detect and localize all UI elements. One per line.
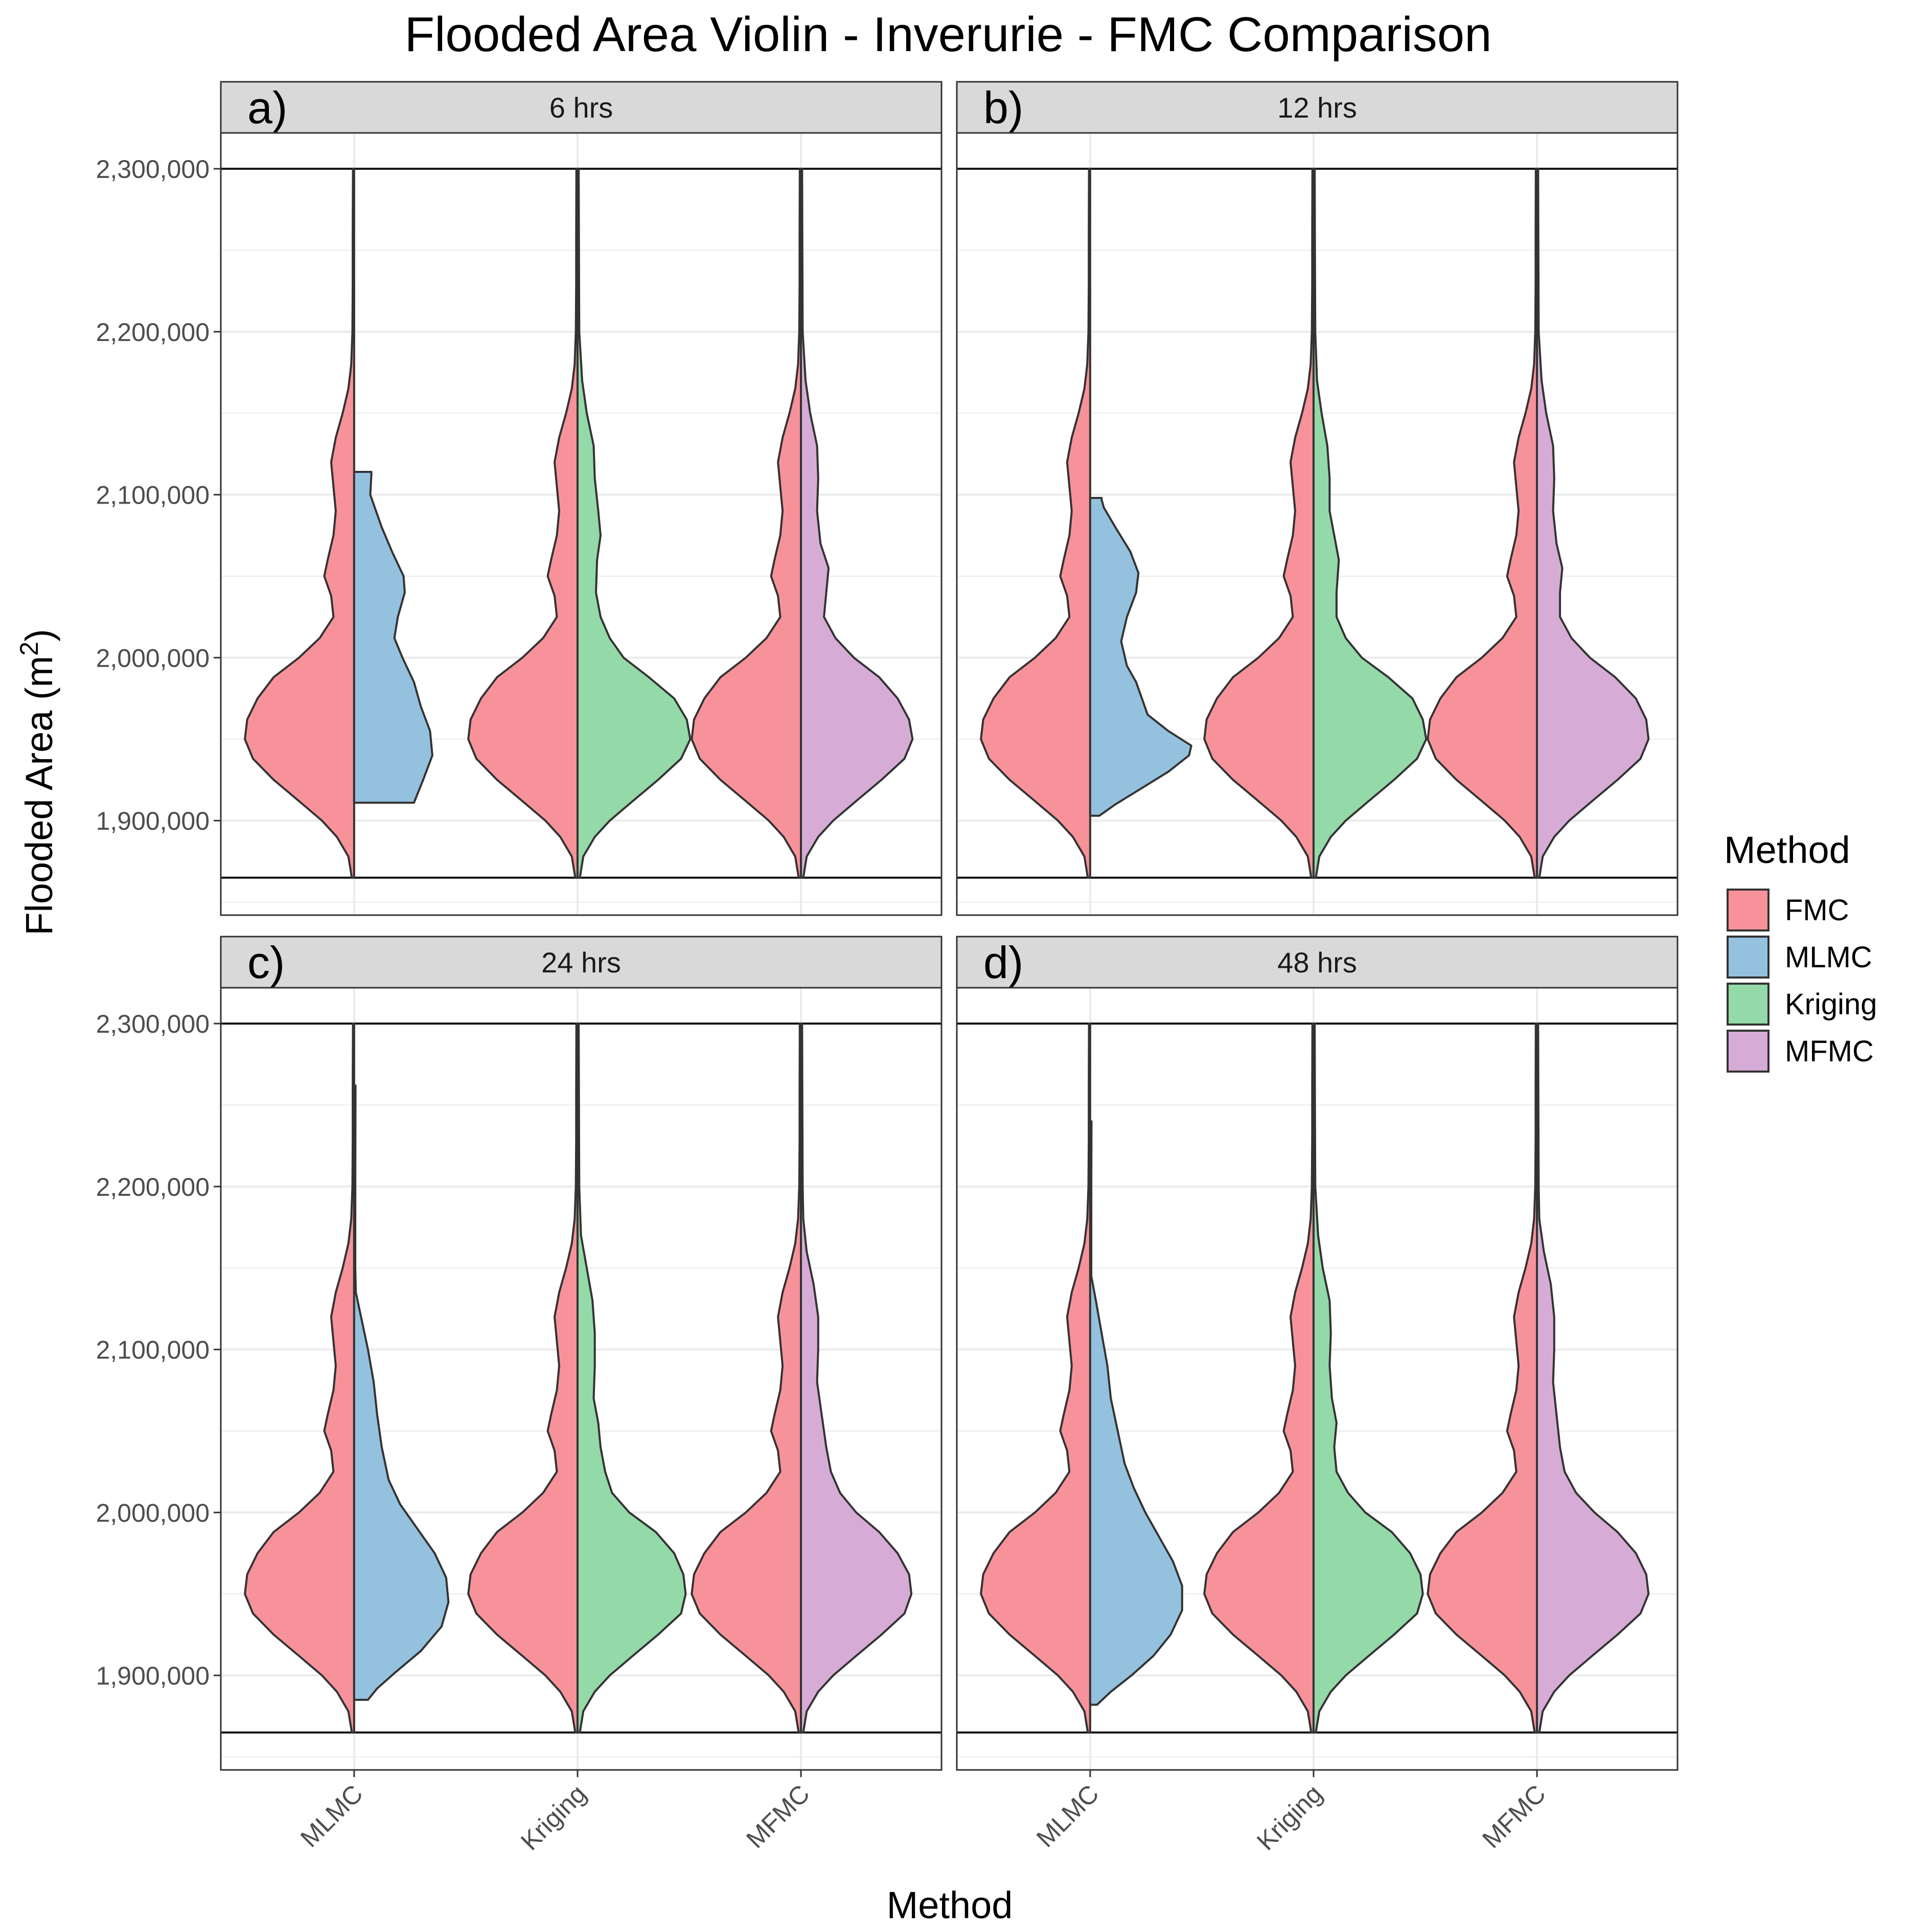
panel-border <box>956 132 1679 916</box>
violin-mlmc-half <box>353 1084 450 1701</box>
facet-panel-2: 12 hrs b) <box>956 81 1679 916</box>
violin-mfmc-half <box>1536 168 1650 879</box>
panel-border <box>220 987 943 1771</box>
strip-background <box>956 936 1679 989</box>
y-tick-label: 2,100,000 <box>96 1336 210 1365</box>
violin-fmc-half <box>691 1022 802 1734</box>
violin-kriging-half <box>1312 168 1428 879</box>
y-tick-label: 2,000,000 <box>96 644 210 672</box>
legend-swatch-mlmc <box>1727 936 1770 979</box>
facet-panels: 6 hrs a) 1,900,000 2,000,000 2,100,000 2,200,… <box>96 81 1679 1856</box>
legend-swatch-fmc <box>1727 889 1770 931</box>
panel-border <box>220 132 943 916</box>
y-tick-label: 2,100,000 <box>96 481 210 510</box>
legend: Method FMC MLMC Kriging MFMC <box>1724 829 1877 1073</box>
legend-label-mfmc: MFMC <box>1785 1035 1874 1068</box>
strip-background <box>956 81 1679 134</box>
strip-label: 6 hrs <box>549 92 613 124</box>
violin-fmc-half <box>467 1022 579 1734</box>
panel-border <box>956 987 1679 1771</box>
y-axis-title: Flooded Area (m2) <box>15 629 60 936</box>
legend-swatch-mfmc <box>1727 1030 1770 1073</box>
violin-kriging-half <box>576 1022 687 1734</box>
y-tick-label: 1,900,000 <box>96 1662 210 1690</box>
violin-mlmc-half <box>1089 497 1192 817</box>
y-tick-label: 2,000,000 <box>96 1498 210 1527</box>
violin-fmc-half <box>1427 168 1538 879</box>
violin-fmc-half <box>980 1022 1091 1734</box>
y-tick-label: 1,900,000 <box>96 807 210 835</box>
legend-label-kriging: Kriging <box>1785 988 1877 1021</box>
violin-mlmc-half <box>353 471 433 804</box>
panel-letter: d) <box>983 937 1023 988</box>
panel-letter: c) <box>247 937 285 988</box>
violin-fmc-half <box>1427 1022 1538 1734</box>
violin-mfmc-half <box>800 1022 913 1734</box>
violin-mlmc-half <box>1089 1120 1183 1706</box>
violin-mfmc-half <box>1536 1022 1650 1734</box>
strip-label: 48 hrs <box>1277 946 1357 979</box>
panel-letter: b) <box>983 82 1023 133</box>
violin-fmc-half <box>980 168 1091 879</box>
strip-label: 12 hrs <box>1277 92 1357 124</box>
legend-swatch-kriging <box>1727 983 1770 1026</box>
facet-panel-1: 6 hrs a) 1,900,000 2,000,000 2,100,000 2,200,… <box>96 81 943 916</box>
violin-fmc-half <box>691 168 802 879</box>
strip-background <box>220 81 943 134</box>
violin-fmc-half <box>1203 1022 1315 1734</box>
violin-fmc-half <box>467 168 579 879</box>
violin-fmc-half <box>1203 168 1315 879</box>
legend-label-mlmc: MLMC <box>1785 941 1872 974</box>
violin-kriging-half <box>576 168 692 879</box>
x-axis-title: Method <box>887 1884 1013 1926</box>
strip-background <box>220 936 943 989</box>
panel-letter: a) <box>247 82 287 133</box>
y-tick-label: 2,300,000 <box>96 155 210 184</box>
chart-title: Flooded Area Violin - Inverurie - FMC Co… <box>404 7 1491 62</box>
legend-label-fmc: FMC <box>1785 894 1849 927</box>
violin-fmc-half <box>244 168 355 879</box>
violin-mfmc-half <box>800 168 914 879</box>
y-tick-label: 2,300,000 <box>96 1010 210 1038</box>
y-tick-label: 2,200,000 <box>96 1173 210 1201</box>
legend-title: Method <box>1724 829 1850 871</box>
y-tick-label: 2,200,000 <box>96 318 210 347</box>
facet-panel-3: 24 hrs c) 1,900,000 2,000,000 2,100,000 2,200… <box>96 936 943 1856</box>
strip-label: 24 hrs <box>541 946 621 979</box>
violin-fmc-half <box>244 1022 355 1734</box>
violin-kriging-half <box>1312 1022 1424 1734</box>
